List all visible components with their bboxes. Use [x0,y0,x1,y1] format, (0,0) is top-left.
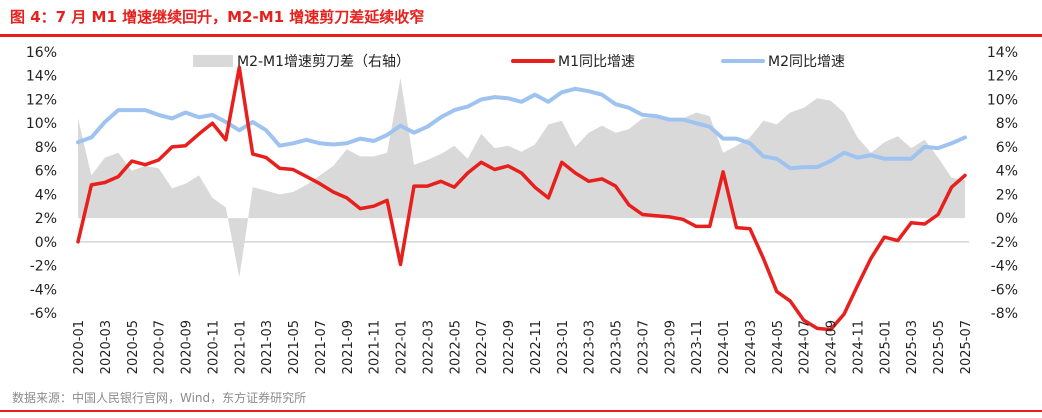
left-axis-tick-label: 0% [35,235,57,251]
title-underline [0,34,1042,37]
m1-line [76,65,967,332]
x-axis-tick-label: 2020-09 [180,320,195,374]
x-axis-tick-label: 2024-03 [744,320,759,374]
gap-area [78,78,965,278]
left-axis-tick-label: 8% [35,140,57,156]
x-axis-tick-label: 2020-03 [99,320,114,374]
x-axis-tick-label: 2023-07 [637,320,652,374]
left-axis-tick-label: 12% [26,92,57,108]
m2-line [76,86,967,171]
chart-legend: M2-M1增速剪刀差（右轴） M1同比增速 M2同比增速 [193,54,845,70]
right-axis-tick-label: 0% [996,211,1018,227]
left-axis-tick-label: -4% [30,282,57,298]
x-axis-tick-label: 2022-05 [448,320,463,374]
x-axis-tick-label: 2024-07 [798,320,813,374]
right-axis-tick-label: 2% [996,187,1018,203]
x-axis-tick-label: 2021-05 [287,320,302,374]
line-series [76,65,967,332]
left-axis-tick-label: -2% [30,259,57,275]
page-title: 图 4：7 月 M1 增速继续回升，M2-M1 增速剪刀差延续收窄 [10,8,425,26]
left-axis-tick-label: 10% [26,116,57,132]
x-axis-tick-label: 2020-01 [72,320,87,374]
left-axis-tick-label: 2% [35,211,57,227]
legend-label: M2-M1增速剪刀差（右轴） [237,54,410,70]
x-axis-tick-label: 2021-09 [341,320,356,374]
source-note: 数据来源：中国人民银行官网，Wind，东方证券研究所 [12,391,307,405]
tick-labels: -6% -4% -2% 0% 2% 4% 6% 8% 10% 12% 14% 16% -8% -6% -4%… [26,45,1018,374]
legend-label: M2同比增速 [768,54,845,70]
right-axis-tick-label: 14% [987,45,1018,61]
x-axis-tick-label: 2020-07 [153,320,168,374]
x-axis-tick-label: 2024-05 [771,320,786,374]
right-axis-tick-label: 12% [987,69,1018,85]
x-axis-tick-label: 2021-01 [233,320,248,374]
gap-area-series [78,78,965,278]
x-axis-tick-label: 2020-05 [126,320,141,374]
x-axis-tick-label: 2024-11 [852,320,867,374]
x-axis-tick-label: 2023-11 [690,320,705,374]
x-axis-tick-label: 2023-09 [663,320,678,374]
legend-swatch-gap [193,55,233,67]
x-axis-tick-label: 2022-11 [529,320,544,374]
left-axis-tick-label: 4% [35,187,57,203]
x-axis-tick-label: 2023-05 [610,320,625,374]
right-axis-tick-label: 6% [996,140,1018,156]
right-axis-tick-label: 10% [987,92,1018,108]
footer-line [0,410,1042,412]
x-axis-tick-label: 2021-07 [314,320,329,374]
left-axis-tick-label: 16% [26,45,57,61]
x-axis-tick-label: 2022-01 [395,320,410,374]
right-axis-tick-label: 8% [996,116,1018,132]
x-axis-tick-label: 2024-09 [825,320,840,374]
left-axis-tick-label: 6% [35,164,57,180]
right-axis-tick-label: -2% [991,235,1018,251]
x-axis-tick-label: 2021-03 [260,320,275,374]
right-axis-tick-label: 4% [996,164,1018,180]
x-axis-tick-label: 2020-11 [206,320,221,374]
right-axis-tick-label: -4% [991,259,1018,275]
left-axis-tick-label: -6% [30,306,57,322]
x-axis-tick-label: 2025-01 [878,320,893,374]
x-axis-tick-label: 2023-03 [583,320,598,374]
legend-label: M1同比增速 [558,54,635,70]
x-axis-tick-label: 2025-03 [905,320,920,374]
x-axis-tick-label: 2025-05 [932,320,947,374]
x-axis-tick-label: 2021-11 [368,320,383,374]
x-axis-tick-label: 2022-07 [475,320,490,374]
x-axis-tick-label: 2022-03 [421,320,436,374]
x-axis-tick-label: 2024-01 [717,320,732,374]
x-axis-tick-label: 2025-07 [959,320,974,374]
x-axis-tick-label: 2022-09 [502,320,517,374]
left-axis-tick-label: 14% [26,69,57,85]
x-axis-tick-label: 2023-01 [556,320,571,374]
right-axis-tick-label: -6% [991,282,1018,298]
right-axis-tick-label: -8% [991,306,1018,322]
